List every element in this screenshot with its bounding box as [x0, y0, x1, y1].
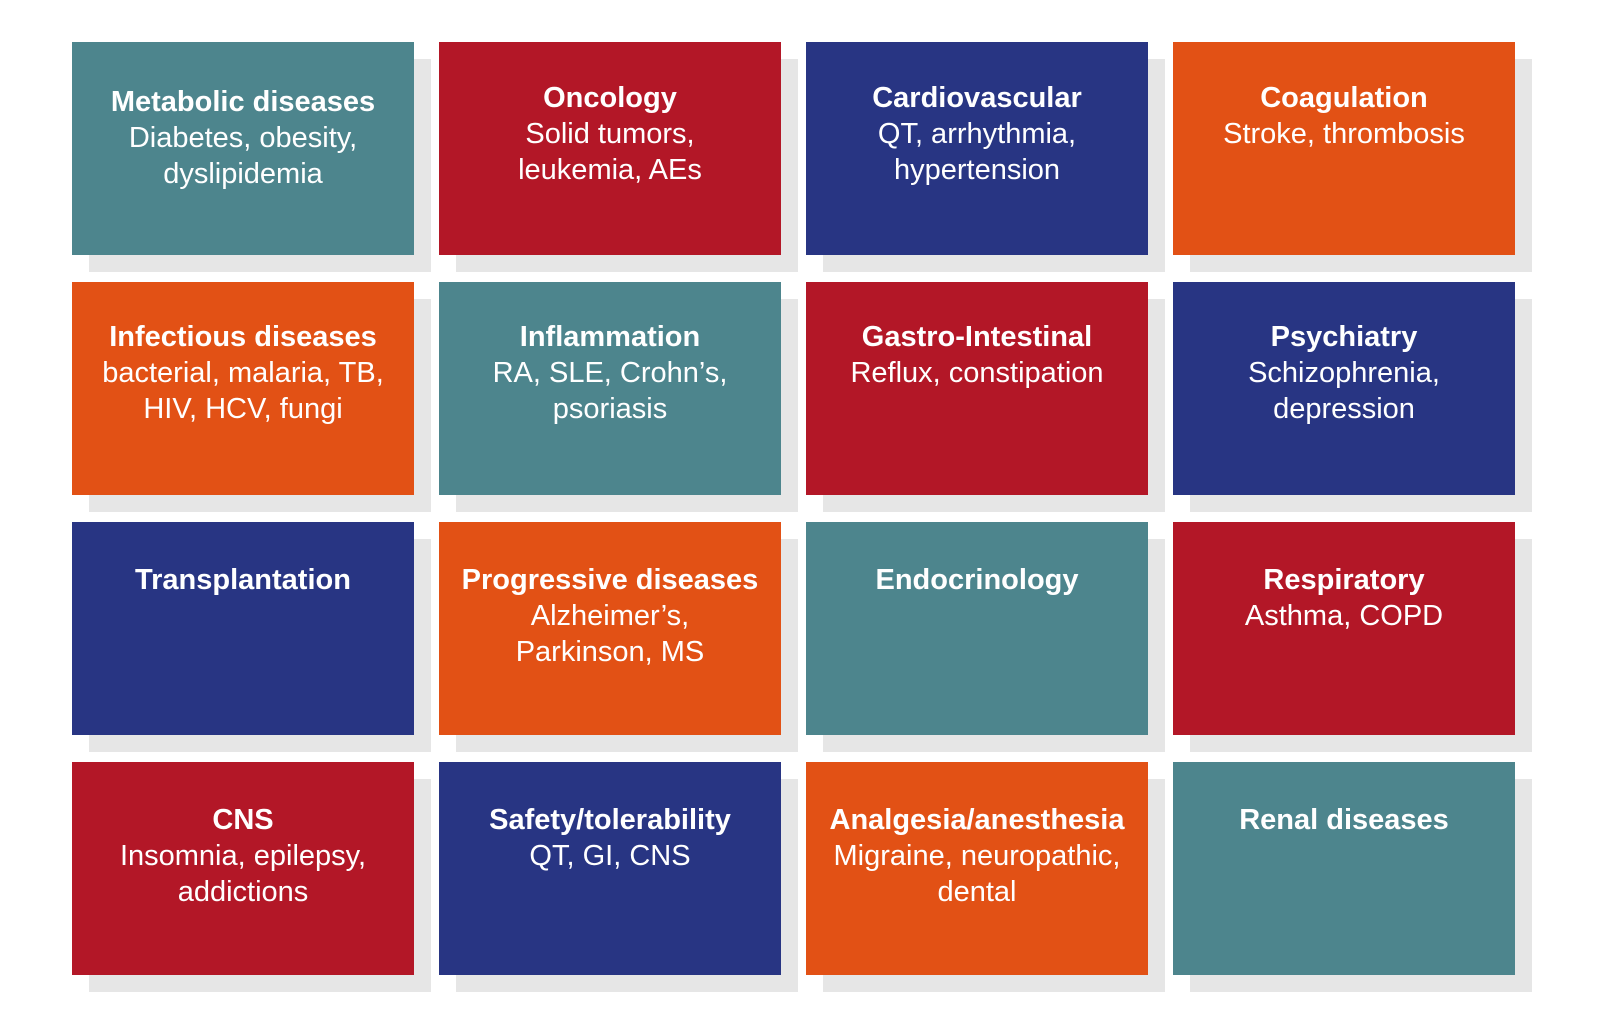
tile-coagulation: Coagulation Stroke, thrombosis: [1173, 42, 1515, 255]
tile-title: Safety/tolerability: [489, 804, 731, 836]
tile-title: Infectious diseases: [109, 321, 377, 353]
tile-subtitle: Insomnia, epilepsy, addictions: [119, 840, 367, 908]
tile-cardiovascular: Cardiovascular QT, arrhythmia, hypertens…: [806, 42, 1148, 255]
tile-respiratory: Respiratory Asthma, COPD: [1173, 522, 1515, 735]
tile-title: Analgesia/anesthesia: [829, 804, 1125, 836]
tile-subtitle: Schizophrenia, depression: [1248, 357, 1440, 425]
therapeutic-areas-grid: Metabolic diseases Diabetes, obesity, dy…: [72, 42, 1515, 975]
tile-cns: CNS Insomnia, epilepsy, addictions: [72, 762, 414, 975]
tile-endocrinology: Endocrinology: [806, 522, 1148, 735]
tile-subtitle: QT, GI, CNS: [529, 840, 691, 872]
tile-analgesia-anesthesia: Analgesia/anesthesia Migraine, neuropath…: [806, 762, 1148, 975]
tile-subtitle: RA, SLE, Crohn’s, psoriasis: [492, 357, 728, 425]
tile-safety-tolerability: Safety/tolerability QT, GI, CNS: [439, 762, 781, 975]
tile-title: Renal diseases: [1239, 804, 1449, 836]
tile-title: Psychiatry: [1270, 321, 1418, 353]
tile-title: Transplantation: [135, 564, 351, 596]
tile-oncology: Oncology Solid tumors, leukemia, AEs: [439, 42, 781, 255]
tile-transplantation: Transplantation: [72, 522, 414, 735]
tile-metabolic-diseases: Metabolic diseases Diabetes, obesity, dy…: [72, 42, 414, 255]
tile-subtitle: Stroke, thrombosis: [1223, 118, 1465, 150]
tile-subtitle: QT, arrhythmia, hypertension: [877, 118, 1077, 186]
tile-gastro-intestinal: Gastro-Intestinal Reflux, constipation: [806, 282, 1148, 495]
tile-title: Oncology: [543, 82, 677, 114]
tile-title: Progressive diseases: [461, 564, 759, 596]
tile-subtitle: Diabetes, obesity, dyslipidemia: [128, 122, 358, 190]
tile-inflammation: Inflammation RA, SLE, Crohn’s, psoriasis: [439, 282, 781, 495]
tile-psychiatry: Psychiatry Schizophrenia, depression: [1173, 282, 1515, 495]
tile-title: Coagulation: [1260, 82, 1428, 114]
tile-title: CNS: [212, 804, 274, 836]
tile-title: Cardiovascular: [872, 82, 1082, 114]
tile-subtitle: Alzheimer’s, Parkinson, MS: [515, 600, 705, 668]
tile-title: Gastro-Intestinal: [861, 321, 1093, 353]
tile-subtitle: bacterial, malaria, TB, HIV, HCV, fungi: [102, 357, 384, 425]
tile-renal-diseases: Renal diseases: [1173, 762, 1515, 975]
tile-title: Inflammation: [519, 321, 701, 353]
tile-subtitle: Migraine, neuropathic, dental: [833, 840, 1121, 908]
tile-subtitle: Solid tumors, leukemia, AEs: [518, 118, 702, 186]
tile-title: Endocrinology: [875, 564, 1079, 596]
tile-title: Metabolic diseases: [110, 86, 376, 118]
tile-subtitle: Asthma, COPD: [1244, 600, 1444, 632]
tile-infectious-diseases: Infectious diseases bacterial, malaria, …: [72, 282, 414, 495]
tile-title: Respiratory: [1263, 564, 1425, 596]
tile-subtitle: Reflux, constipation: [850, 357, 1104, 389]
tile-progressive-diseases: Progressive diseases Alzheimer’s, Parkin…: [439, 522, 781, 735]
